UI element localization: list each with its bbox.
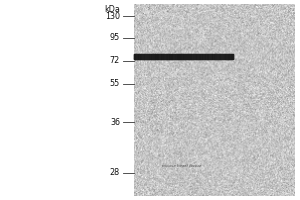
- Text: 72: 72: [110, 56, 120, 65]
- Text: 28: 28: [110, 168, 120, 177]
- Text: 36: 36: [110, 118, 120, 127]
- Text: 130: 130: [105, 12, 120, 21]
- Text: 95: 95: [110, 33, 120, 42]
- Text: 55: 55: [110, 79, 120, 88]
- Text: mouse heart tissue: mouse heart tissue: [162, 164, 201, 168]
- Text: kDa: kDa: [104, 5, 120, 14]
